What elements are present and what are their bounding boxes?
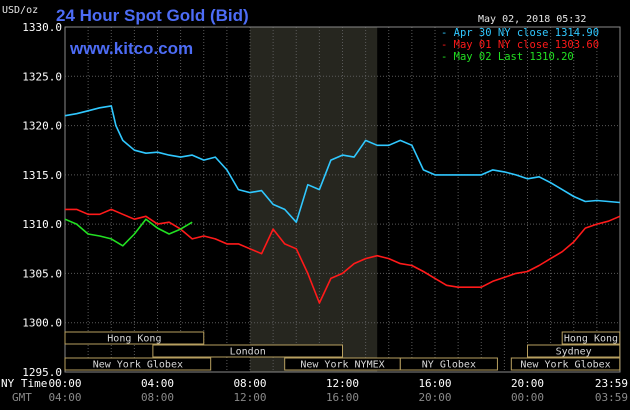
series-line [64,105,620,223]
y-tick-label: 1305.0 [22,267,62,280]
grid-lines [65,27,620,372]
x-tick-label-gmt: 04:00 [48,391,81,404]
x-tick-label-ny: 23:59 [595,377,628,390]
legend-entry: - May 01 NY close 1303.60 [441,39,599,51]
y-tick-label: 1320.0 [22,120,62,133]
x-tick-label-gmt: 12:00 [233,391,266,404]
price-series [64,105,621,304]
session-label: New York NYMEX [300,360,384,371]
legend-entry: - May 02 Last 1310.20 [441,51,574,63]
plot-frame [64,26,621,373]
session-box [399,357,498,371]
session-box [527,344,621,358]
ny-time-label: NY Time [1,377,47,390]
session-label: New York Globex [520,360,610,371]
y-tick-label: 1330.0 [22,21,62,34]
session-box [64,331,205,345]
session-box [152,344,343,358]
x-tick-label-gmt: 00:00 [511,391,544,404]
y-tick-label: 1310.0 [22,218,62,231]
gmt-label: GMT [12,391,32,404]
session-label: London [230,347,266,358]
y-tick-label: 1315.0 [22,169,62,182]
website-link[interactable]: www.kitco.com [69,39,193,58]
legend: - Apr 30 NY close 1314.90- May 01 NY clo… [441,27,599,63]
x-tick-label-ny: 04:00 [141,377,174,390]
session-label: Hong Kong [107,334,161,345]
y-tick-label: 1295.0 [22,366,62,379]
x-tick-label-gmt: 16:00 [326,391,359,404]
session-label: NY Globex [422,360,476,371]
chart-date: May 02, 2018 05:32 [478,14,586,25]
x-tick-label-gmt: 08:00 [141,391,174,404]
legend-entry: - Apr 30 NY close 1314.90 [441,27,599,39]
session-box [64,357,212,371]
session-box [510,357,621,371]
series-line [65,208,621,304]
session-label: New York Globex [93,360,183,371]
y-tick-label: 1325.0 [22,70,62,83]
y-tick-label: 1300.0 [22,317,62,330]
series-line [64,218,193,247]
session-label: Hong Kong [564,334,618,345]
chart-title: 24 Hour Spot Gold (Bid) [56,6,249,25]
session-box [561,331,621,345]
nymex-hours-highlight [250,27,378,372]
x-tick-label-ny: 20:00 [511,377,544,390]
market-sessions: Hong Kong London New York Globex New York N… [64,331,621,371]
y-tick-labels: 1295.0 1300.0 1305.0 1310.0 1315.0 1320.0 1325… [22,21,62,379]
x-tick-label-gmt: 20:00 [418,391,451,404]
session-label: Sydney [556,347,592,358]
x-tick-label-gmt: 03:59 [595,391,628,404]
x-tick-label-ny: 16:00 [418,377,451,390]
y-axis-units: USD/oz [2,5,38,16]
x-tick-labels: 00:00 04:00 08:00 12:00 16:00 20:00 23:5904:00… [48,377,628,404]
x-tick-label-ny: 08:00 [233,377,266,390]
x-tick-label-ny: 12:00 [326,377,359,390]
x-tick-label-ny: 00:00 [48,377,81,390]
